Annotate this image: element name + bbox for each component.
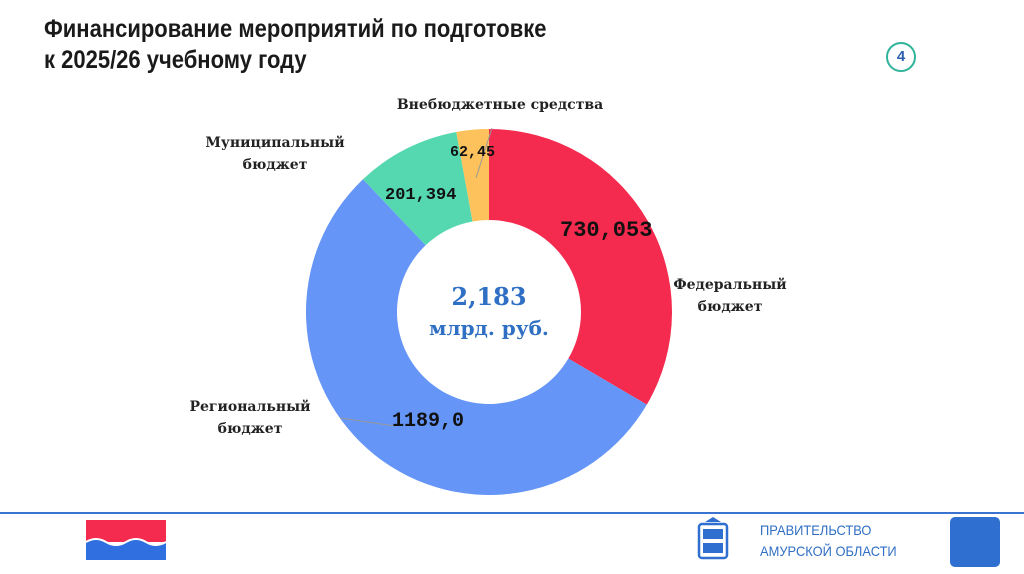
leader-line-extrabudget	[475, 127, 493, 179]
slice-regional	[305, 179, 647, 496]
category-label-federal: Федеральный бюджет	[673, 277, 787, 315]
category-label-regional: Региональный бюджет	[189, 399, 311, 437]
data-label-federal: 730,053	[560, 218, 653, 243]
slide-title: Финансирование мероприятий по подготовке…	[44, 14, 546, 76]
data-label-municipal: 201,394	[385, 186, 457, 205]
slice-municipal	[363, 131, 473, 246]
donut-center-total: 2,183 млрд. руб.	[397, 280, 581, 342]
title-line-1: Финансирование мероприятий по подготовке	[44, 15, 547, 43]
category-label-municipal: Муниципальный бюджет	[205, 135, 345, 173]
leader-line-regional	[339, 417, 396, 427]
page-number-badge: 4	[886, 42, 916, 72]
data-label-regional: 1189,0	[392, 410, 465, 433]
coat-of-arms-icon	[697, 517, 729, 560]
region-flag-logo	[86, 520, 166, 560]
government-name: ПРАВИТЕЛЬСТВО АМУРСКОЙ ОБЛАСТИ	[760, 522, 897, 559]
footer-divider	[0, 512, 1024, 514]
data-label-extrabudget: 62,45	[450, 144, 496, 161]
slice-federal	[489, 129, 672, 405]
slice-extrabudget	[456, 129, 489, 222]
center-value: 2,183	[451, 282, 527, 311]
category-label-extrabudget: Внебюджетные средства	[396, 97, 604, 113]
center-unit: млрд. руб.	[429, 316, 549, 340]
title-line-2: к 2025/26 учебному году	[44, 46, 307, 74]
qr-code[interactable]	[950, 517, 1000, 567]
